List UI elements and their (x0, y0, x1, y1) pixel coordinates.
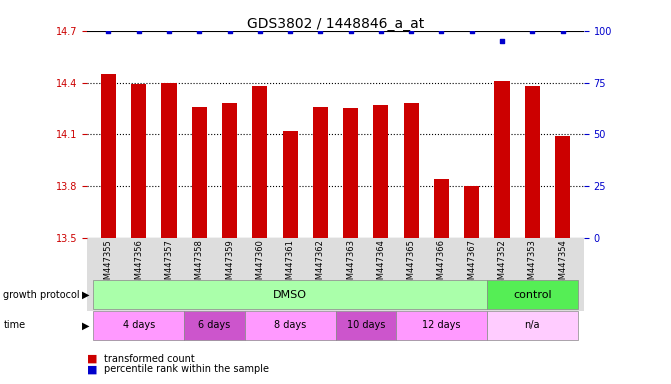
Bar (282, 131, 298, 238)
Bar (555, 136, 570, 238)
Bar (495, 81, 509, 238)
Point (134, 28, 144, 34)
Point (527, 28, 537, 34)
Text: ▶: ▶ (82, 320, 89, 331)
Point (466, 28, 477, 34)
Text: growth protocol: growth protocol (3, 290, 80, 300)
Point (254, 28, 265, 34)
Bar (101, 74, 116, 238)
Point (164, 28, 174, 34)
Point (557, 28, 568, 34)
Bar (404, 103, 419, 238)
Text: n/a: n/a (525, 320, 540, 331)
Text: time: time (3, 320, 25, 331)
Text: 8 days: 8 days (274, 320, 306, 331)
Text: 12 days: 12 days (422, 320, 461, 331)
Point (497, 38, 507, 44)
Point (346, 28, 356, 34)
Text: percentile rank within the sample: percentile rank within the sample (104, 364, 269, 374)
Text: 10 days: 10 days (347, 320, 385, 331)
Bar (373, 105, 389, 238)
Text: DMSO: DMSO (273, 290, 307, 300)
Bar (525, 86, 540, 238)
Point (406, 28, 417, 34)
Bar (131, 84, 146, 238)
Bar (222, 103, 237, 238)
Point (224, 28, 235, 34)
Bar (252, 86, 267, 238)
Bar (162, 83, 176, 238)
Text: control: control (513, 290, 552, 300)
Text: ■: ■ (87, 354, 98, 364)
Point (103, 28, 114, 34)
Bar (192, 107, 207, 238)
Text: ■: ■ (87, 364, 98, 374)
Text: GDS3802 / 1448846_a_at: GDS3802 / 1448846_a_at (247, 17, 424, 31)
Bar (343, 108, 358, 238)
Point (315, 28, 325, 34)
Text: transformed count: transformed count (104, 354, 195, 364)
Point (376, 28, 386, 34)
Bar (313, 107, 328, 238)
Text: ▶: ▶ (82, 290, 89, 300)
Bar (464, 186, 479, 238)
Point (285, 28, 295, 34)
Point (436, 28, 447, 34)
Text: 6 days: 6 days (198, 320, 231, 331)
Text: 4 days: 4 days (123, 320, 155, 331)
Bar (434, 179, 449, 238)
Point (194, 28, 205, 34)
